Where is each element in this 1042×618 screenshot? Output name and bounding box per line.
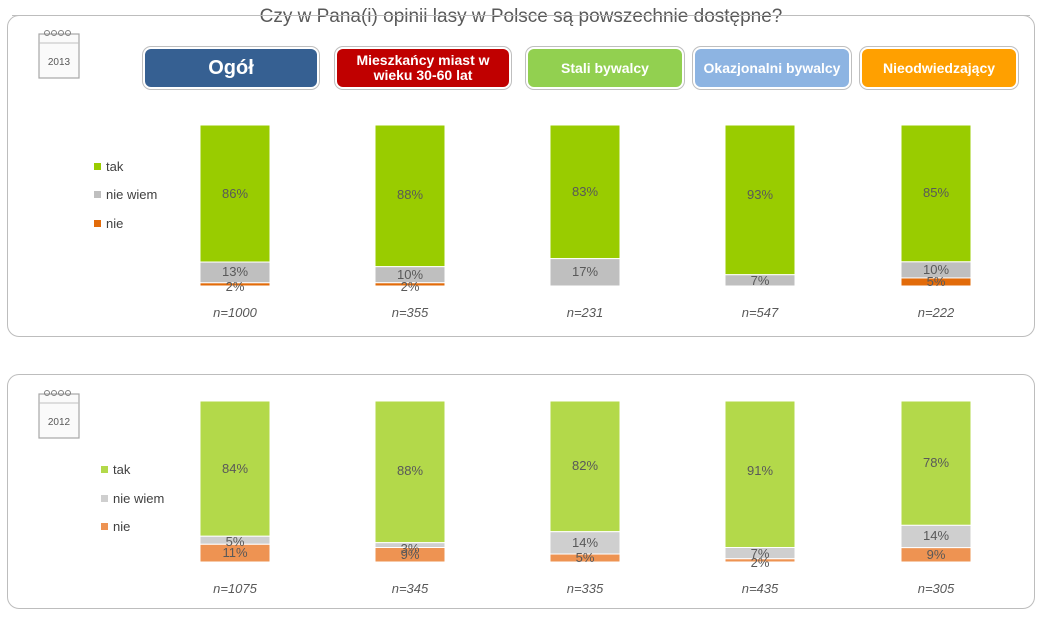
data-label-2013-tak-2: 83%: [571, 183, 599, 199]
sample-size-label-2012-2: n=335: [566, 581, 604, 596]
bar-segment-2012-nie-0: [199, 543, 271, 563]
calendar-year-2013: 2013: [48, 57, 71, 68]
bar-segment-2013-nie-wiem-3: [724, 274, 796, 287]
data-label-2013-nie-wiem-2: 17%: [571, 264, 599, 280]
sample-size-label-2013-2: n=231: [566, 305, 604, 320]
sample-size-label-2013-1: n=355: [391, 305, 429, 320]
bar-segment-2012-nie-1: [374, 547, 446, 563]
bar-segment-2012-nie-3: [724, 558, 796, 563]
bar-segment-2013-nie-4: [900, 277, 972, 287]
data-label-2013-nie-wiem-3: 7%: [750, 272, 770, 288]
data-label-2012-tak-4: 78%: [922, 455, 950, 471]
bar-segment-2013-tak-0: [199, 124, 271, 263]
sample-size-label-2012-3: n=435: [741, 581, 779, 596]
chart-title: Czy w Pana(i) opinii lasy w Polsce są po…: [259, 6, 783, 27]
bar-segment-2013-nie-wiem-2: [549, 258, 621, 287]
legend-swatch-2012-nie: [101, 523, 108, 530]
sample-size-label-2013-0: n=1000: [213, 305, 257, 320]
data-label-2012-nie-wiem-3: 7%: [750, 545, 770, 561]
sample-size-label-2013-4: n=222: [917, 305, 955, 320]
bar-segment-2012-tak-2: [549, 400, 621, 533]
data-label-2012-tak-2: 82%: [571, 458, 599, 474]
data-label-2012-nie-3: 2%: [750, 554, 770, 570]
data-label-2012-nie-4: 9%: [926, 546, 946, 562]
legend-swatch-2012-tak: [101, 466, 108, 473]
sample-size-label-2012-1: n=345: [391, 581, 429, 596]
bar-segment-2012-tak-1: [374, 400, 446, 544]
data-label-2013-tak-3: 93%: [746, 187, 774, 202]
legend-label-2012-nie: nie: [113, 519, 131, 534]
legend-swatch-2013-nie-wiem: [94, 191, 101, 198]
sample-size-label-2013-3: n=547: [741, 305, 779, 320]
data-label-2013-nie-wiem-1: 10%: [396, 266, 424, 282]
bar-segment-2012-nie-4: [900, 547, 972, 563]
bar-segment-2013-nie-0: [199, 282, 271, 287]
legend-label-2013-nie-wiem: nie wiem: [106, 187, 158, 202]
legend-label-2013-nie: nie: [106, 216, 124, 231]
legend-label-2013-tak: tak: [106, 159, 124, 174]
bar-segment-2013-nie-1: [374, 282, 446, 287]
data-label-2013-tak-4: 85%: [922, 185, 950, 201]
panel-2012: [7, 374, 1035, 609]
legend-swatch-2013-nie: [94, 220, 101, 227]
legend-label-2012-tak: tak: [113, 462, 131, 477]
data-label-2012-nie-wiem-4: 14%: [922, 528, 950, 544]
header-ogol: Ogół: [145, 49, 317, 87]
legend-label-2012-nie-wiem: nie wiem: [113, 491, 165, 506]
calendar-icon-2012: 2012: [38, 390, 80, 439]
header-nieodwiedzajacy: Nieodwiedzający: [862, 49, 1016, 87]
bar-segment-2012-tak-3: [724, 400, 796, 549]
data-label-2012-nie-0: 11%: [222, 545, 248, 561]
data-label-2012-nie-wiem-1: 3%: [400, 540, 420, 556]
data-label-2012-nie-1: 9%: [400, 546, 420, 562]
data-label-2013-nie-0: 2%: [225, 278, 245, 294]
data-label-2012-tak-1: 88%: [396, 463, 424, 478]
header-mieszkancy: Mieszkańcy miast w wieku 30-60 lat: [337, 49, 509, 87]
data-label-2013-nie-wiem-4: 10%: [922, 261, 950, 277]
data-label-2013-nie-1: 2%: [400, 278, 420, 294]
data-label-2013-nie-wiem-0: 13%: [221, 264, 249, 280]
data-label-2012-nie-2: 5%: [575, 550, 595, 566]
header-stali-bywalcy: Stali bywalcy: [528, 49, 682, 87]
bar-segment-2013-tak-3: [724, 124, 796, 276]
bar-segment-2012-nie-2: [549, 553, 621, 563]
bar-segment-2012-tak-0: [199, 400, 271, 537]
data-label-2012-tak-3: 91%: [746, 463, 774, 478]
data-label-2013-tak-1: 88%: [396, 187, 424, 202]
bar-segment-2013-tak-4: [900, 124, 972, 263]
header-okazjonalni-bywalcy: Okazjonalni bywalcy: [695, 49, 849, 87]
data-label-2012-nie-wiem-2: 14%: [571, 534, 599, 550]
data-label-2013-nie-4: 5%: [926, 273, 946, 289]
legend-swatch-2013-tak: [94, 163, 101, 170]
data-label-2012-tak-0: 84%: [221, 460, 249, 476]
panel-2013: [7, 15, 1035, 337]
bar-segment-2013-tak-2: [549, 124, 621, 260]
bar-segment-2013-tak-1: [374, 124, 446, 268]
calendar-year-2012: 2012: [48, 417, 71, 428]
data-label-2012-nie-wiem-0: 5%: [225, 534, 245, 550]
legend-swatch-2012-nie-wiem: [101, 495, 108, 502]
sample-size-label-2012-0: n=1075: [213, 581, 257, 596]
calendar-icon-2013: 2013: [38, 30, 80, 79]
sample-size-label-2012-4: n=305: [917, 581, 955, 596]
data-label-2013-tak-0: 86%: [221, 185, 249, 201]
